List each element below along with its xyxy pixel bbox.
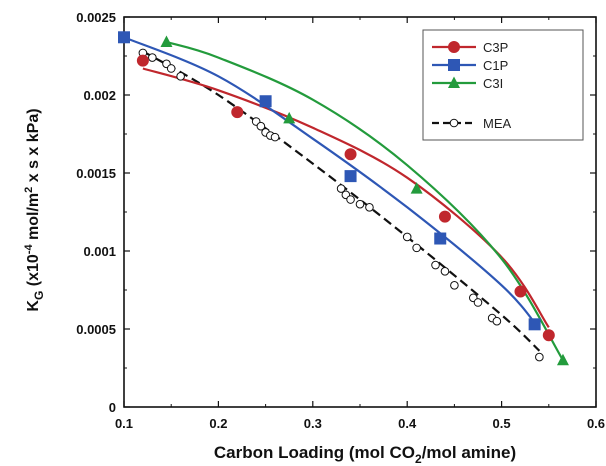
legend-label-c1p: C1P <box>483 58 508 73</box>
series-c3p <box>142 67 550 329</box>
data-point-mea <box>473 298 483 307</box>
y-tick-label: 0.001 <box>83 244 116 259</box>
data-point-c1p <box>344 170 357 183</box>
series-mea <box>142 50 541 352</box>
markers-c3i <box>160 35 569 366</box>
y-tick-label: 0.0005 <box>76 322 116 337</box>
data-point-mea <box>402 232 412 242</box>
data-point-mea <box>355 199 365 209</box>
data-point-mea <box>365 203 374 212</box>
y-tick-label: 0.0015 <box>76 166 116 181</box>
data-point-c1p <box>118 31 130 44</box>
data-point-mea <box>412 243 421 253</box>
data-point-mea <box>166 64 176 73</box>
legend-entry-c3i: C3I <box>432 76 503 91</box>
data-point-mea <box>431 260 440 270</box>
legend-entry-mea: MEA <box>432 116 512 131</box>
legend-label-c3p: C3P <box>483 40 508 55</box>
data-point-mea <box>450 281 459 290</box>
legend-marker-c3p <box>448 41 460 53</box>
data-point-c1p <box>259 95 272 108</box>
data-point-mea <box>148 53 157 62</box>
legend-label-mea: MEA <box>483 116 512 131</box>
legend: C3P C1P C3I MEA <box>422 29 584 141</box>
x-tick-label: 0.1 <box>115 416 133 431</box>
series-c3i <box>166 40 564 361</box>
legend-entry-c3p: C3P <box>432 40 508 55</box>
data-point-mea <box>256 121 266 131</box>
trend-line-mea <box>142 50 541 352</box>
legend-entry-c1p: C1P <box>432 58 508 73</box>
data-point-c3p <box>542 329 555 342</box>
series-layer <box>118 31 569 366</box>
markers-c3p <box>136 54 555 342</box>
x-tick-label: 0.2 <box>209 416 227 431</box>
x-tick-label: 0.3 <box>304 416 322 431</box>
markers-mea <box>138 48 544 362</box>
axis-ticks: 0.1 0.2 0.3 0.4 0.5 0.6 0 0.0005 0.001 0.0015 0.00… <box>76 10 605 431</box>
markers-c1p <box>118 31 541 331</box>
data-point-mea <box>492 316 502 326</box>
legend-label-c3i: C3I <box>483 76 503 91</box>
data-point-c3p <box>514 285 527 298</box>
trend-line-c3i <box>166 40 564 361</box>
data-point-c3p <box>344 148 357 161</box>
y-tick-label: 0.0025 <box>76 10 116 25</box>
data-point-mea <box>336 184 346 193</box>
data-point-c3i <box>283 111 296 124</box>
x-axis-title: Carbon Loading (mol CO2/mol amine) <box>214 443 516 466</box>
y-tick-label: 0 <box>109 400 116 415</box>
data-point-c3p <box>231 106 244 119</box>
data-point-c3i <box>556 353 569 366</box>
legend-marker-mea <box>449 118 459 128</box>
data-point-mea <box>346 195 355 204</box>
data-point-c3p <box>438 210 451 223</box>
trend-line-c3p <box>142 67 550 329</box>
x-tick-label: 0.6 <box>587 416 605 431</box>
data-point-mea <box>270 132 280 142</box>
data-point-c1p <box>528 318 541 331</box>
legend-marker-c3i <box>448 76 460 88</box>
y-tick-label: 0.002 <box>83 88 116 103</box>
data-point-mea <box>176 71 185 81</box>
x-tick-label: 0.4 <box>398 416 417 431</box>
y-axis-title: KG (x10-4 mol/m2 x s x kPa) <box>23 108 46 311</box>
x-tick-label: 0.5 <box>493 416 511 431</box>
series-c1p <box>123 36 541 330</box>
data-point-c3p <box>136 54 149 67</box>
data-point-c1p <box>434 232 447 245</box>
data-point-c3i <box>410 182 423 194</box>
legend-marker-c1p <box>448 59 460 71</box>
data-point-c3i <box>160 35 173 47</box>
trend-line-c1p <box>123 36 541 330</box>
data-point-mea <box>535 352 544 362</box>
data-point-mea <box>440 266 450 276</box>
